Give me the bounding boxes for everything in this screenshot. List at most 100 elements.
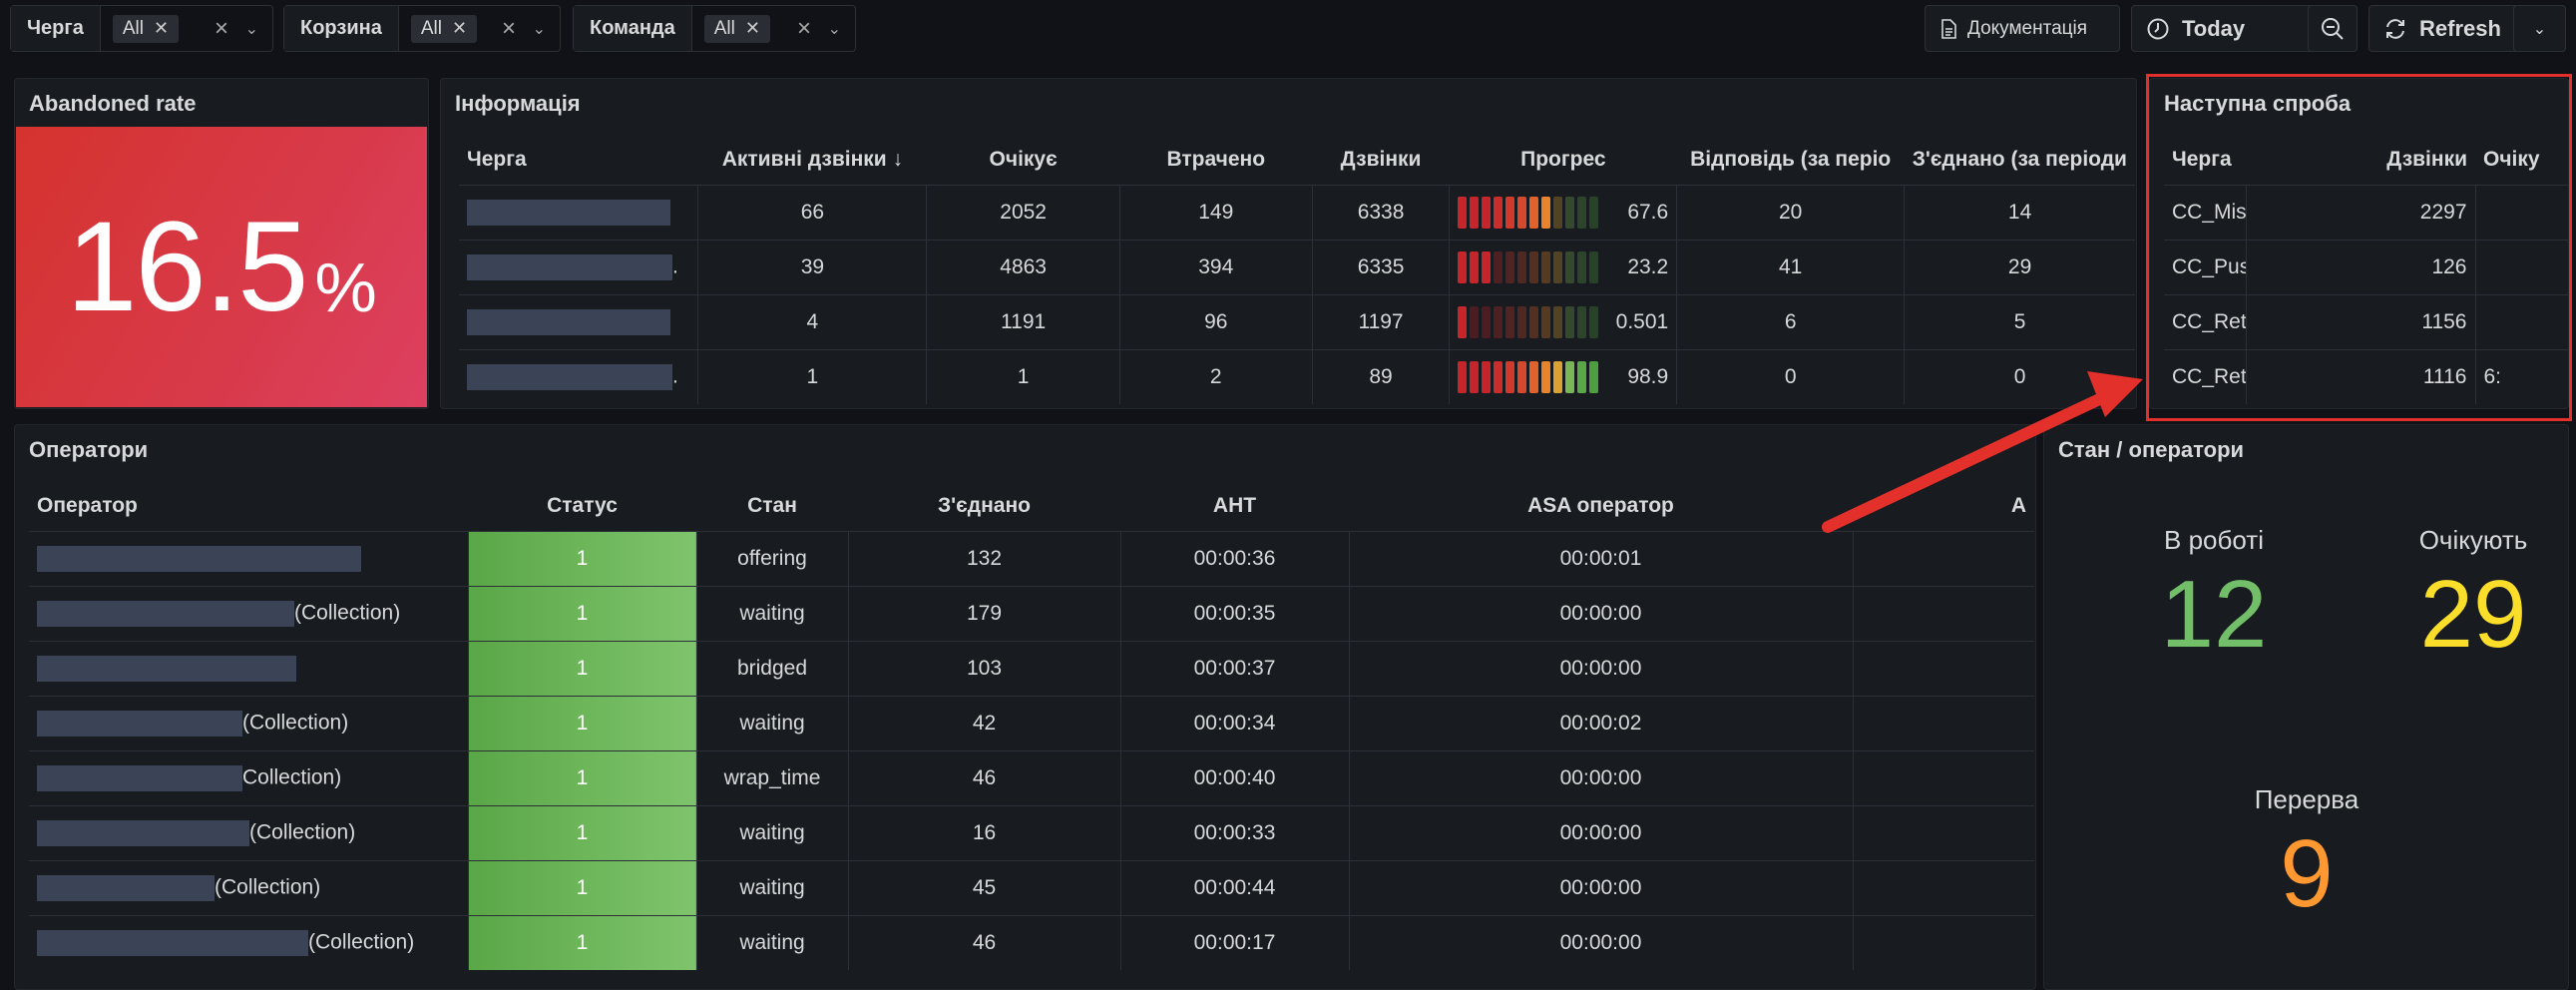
asa-cell: 00:00:00 [1348,585,1853,641]
gauge-segment [1517,250,1527,283]
gauge-segment [1577,360,1587,393]
aht-cell: 00:00:33 [1119,804,1349,860]
variable-chip[interactable]: All ✕ [112,14,180,43]
gauge-segment [1505,196,1515,229]
table-row[interactable]: (Collection) 1 waiting 179 00:00:35 00:00:00 [29,585,2034,641]
column-header[interactable]: З'єднано (за періоди [1912,148,2127,172]
table-row[interactable]: CC_Ret 1156 [2164,293,2568,349]
clear-icon[interactable]: × [796,14,811,42]
column-header[interactable]: Стан [747,494,797,518]
table-row[interactable]: 66 2052 149 6338 67.6 20 14 [459,184,2135,240]
gauge-segment [1589,196,1599,229]
gauge-segment [1541,250,1551,283]
refresh-label: Refresh [2419,15,2501,41]
table-row[interactable]: 4 1191 96 1197 0.501 6 5 [459,293,2135,349]
gauge-segment [1565,196,1575,229]
refresh-interval-dropdown[interactable]: ⌄ [2513,5,2566,52]
chevron-down-icon[interactable]: ⌄ [244,20,258,38]
column-header[interactable]: ASA оператор [1527,494,1674,518]
redacted-operator-name [37,764,242,791]
waiting-cell [2474,239,2568,294]
gauge-segment [1553,196,1563,229]
stat-value: 29 [2419,561,2527,668]
variable-value-select[interactable]: All ✕ × ⌄ [399,6,560,51]
answered-cell: 41 [1676,239,1905,294]
column-header[interactable]: Черга [2172,148,2232,172]
aht-cell: 00:00:17 [1119,914,1349,970]
table-row[interactable]: 1 offering 132 00:00:36 00:00:01 [29,530,2034,586]
connected-cell: 5 [1904,293,2135,349]
table-row[interactable]: 1 bridged 103 00:00:37 00:00:00 [29,640,2034,696]
column-header[interactable]: Прогрес [1520,148,1606,172]
extra-cell [1852,804,2034,860]
table-row[interactable]: (Collection) 1 waiting 42 00:00:34 00:00:02 [29,695,2034,750]
column-header[interactable]: З'єднано [938,494,1031,518]
table-row[interactable]: CC_Mis 2297 [2164,184,2568,240]
state-cell: waiting [695,914,848,970]
gauge-segment [1553,305,1563,338]
stat-value: 16.5 [66,196,308,338]
table-row[interactable]: (Collection) 1 waiting 45 00:00:44 00:00:00 [29,859,2034,915]
gauge-segment [1482,360,1492,393]
gauge-segment [1589,360,1599,393]
time-range-label: Today [2182,15,2246,41]
chevron-down-icon[interactable]: ⌄ [827,20,841,38]
column-header[interactable]: Очікує [989,148,1058,172]
zoom-out-button[interactable] [2308,5,2358,52]
state-cell: waiting [695,695,848,750]
column-header[interactable]: Статус [547,494,618,518]
progress-cell: 0.501 [1449,293,1677,349]
waiting-cell: 1 [926,348,1120,404]
abandoned-rate-panel: Abandoned rate 16.5% [14,78,429,409]
variable-basket[interactable]: Корзина All ✕ × ⌄ [283,5,561,52]
column-header[interactable]: Дзвінки [1340,148,1422,172]
table-row[interactable]: CC_Ret 1116 6: [2164,348,2568,404]
extra-cell [1852,530,2034,586]
column-header[interactable]: Відповідь (за періо [1690,148,1892,172]
variable-value-select[interactable]: All ✕ × ⌄ [101,6,272,51]
table-row[interactable]: CC_Pus 126 [2164,239,2568,294]
chip-label: All [420,17,442,39]
table-row[interactable]: . 39 4863 394 6335 23.2 41 29 [459,239,2135,294]
gauge-segment [1482,196,1492,229]
operator-cell: Collection) [29,749,468,805]
variable-chip[interactable]: All ✕ [410,14,478,43]
queue-cell: . [459,348,698,404]
column-header[interactable]: A [2010,494,2026,518]
zoom-out-icon [2320,16,2346,42]
gauge-segment [1529,196,1539,229]
chevron-down-icon[interactable]: ⌄ [532,20,546,38]
stat-value: 12 [2160,561,2268,668]
panel-title: Інформація [455,91,581,116]
lost-cell: 96 [1118,293,1313,349]
redacted-operator-name [37,929,308,956]
clock-icon [2146,17,2170,41]
variable-queue[interactable]: Черга All ✕ × ⌄ [10,5,273,52]
info-table: Черга Активні дзвінки ↓ Очікує Втрачено … [459,136,2135,404]
column-header-sorted[interactable]: Активні дзвінки ↓ [698,136,927,185]
clear-icon[interactable]: × [214,14,228,42]
remove-icon[interactable]: ✕ [744,18,760,38]
answered-cell: 6 [1676,293,1905,349]
column-header[interactable]: Очіку [2483,148,2540,172]
table-row[interactable]: (Collection) 1 waiting 46 00:00:17 00:00:00 [29,914,2034,970]
remove-icon[interactable]: ✕ [153,18,170,38]
column-header[interactable]: Оператор [37,494,138,518]
gauge-segment [1553,250,1563,283]
column-header[interactable]: Черга [467,148,527,172]
table-row[interactable]: . 1 1 2 89 98.9 0 0 [459,348,2135,404]
column-header[interactable]: AHT [1212,494,1257,518]
clear-icon[interactable]: × [501,14,516,42]
documentation-button[interactable]: Документація [1925,5,2120,52]
variable-team[interactable]: Команда All ✕ × ⌄ [573,5,856,52]
table-row[interactable]: (Collection) 1 waiting 16 00:00:33 00:00:00 [29,804,2034,860]
column-header[interactable]: Втрачено [1166,148,1266,172]
variable-value-select[interactable]: All ✕ × ⌄ [692,6,855,51]
variable-chip[interactable]: All ✕ [703,14,770,43]
panel-title: Стан / оператори [2058,437,2245,462]
column-header[interactable]: Дзвінки [2386,148,2467,172]
remove-icon[interactable]: ✕ [451,18,468,38]
calls-cell: 126 [2245,239,2475,294]
table-row[interactable]: Collection) 1 wrap_time 46 00:00:40 00:00:00 [29,749,2034,805]
queue-cell [459,184,698,240]
